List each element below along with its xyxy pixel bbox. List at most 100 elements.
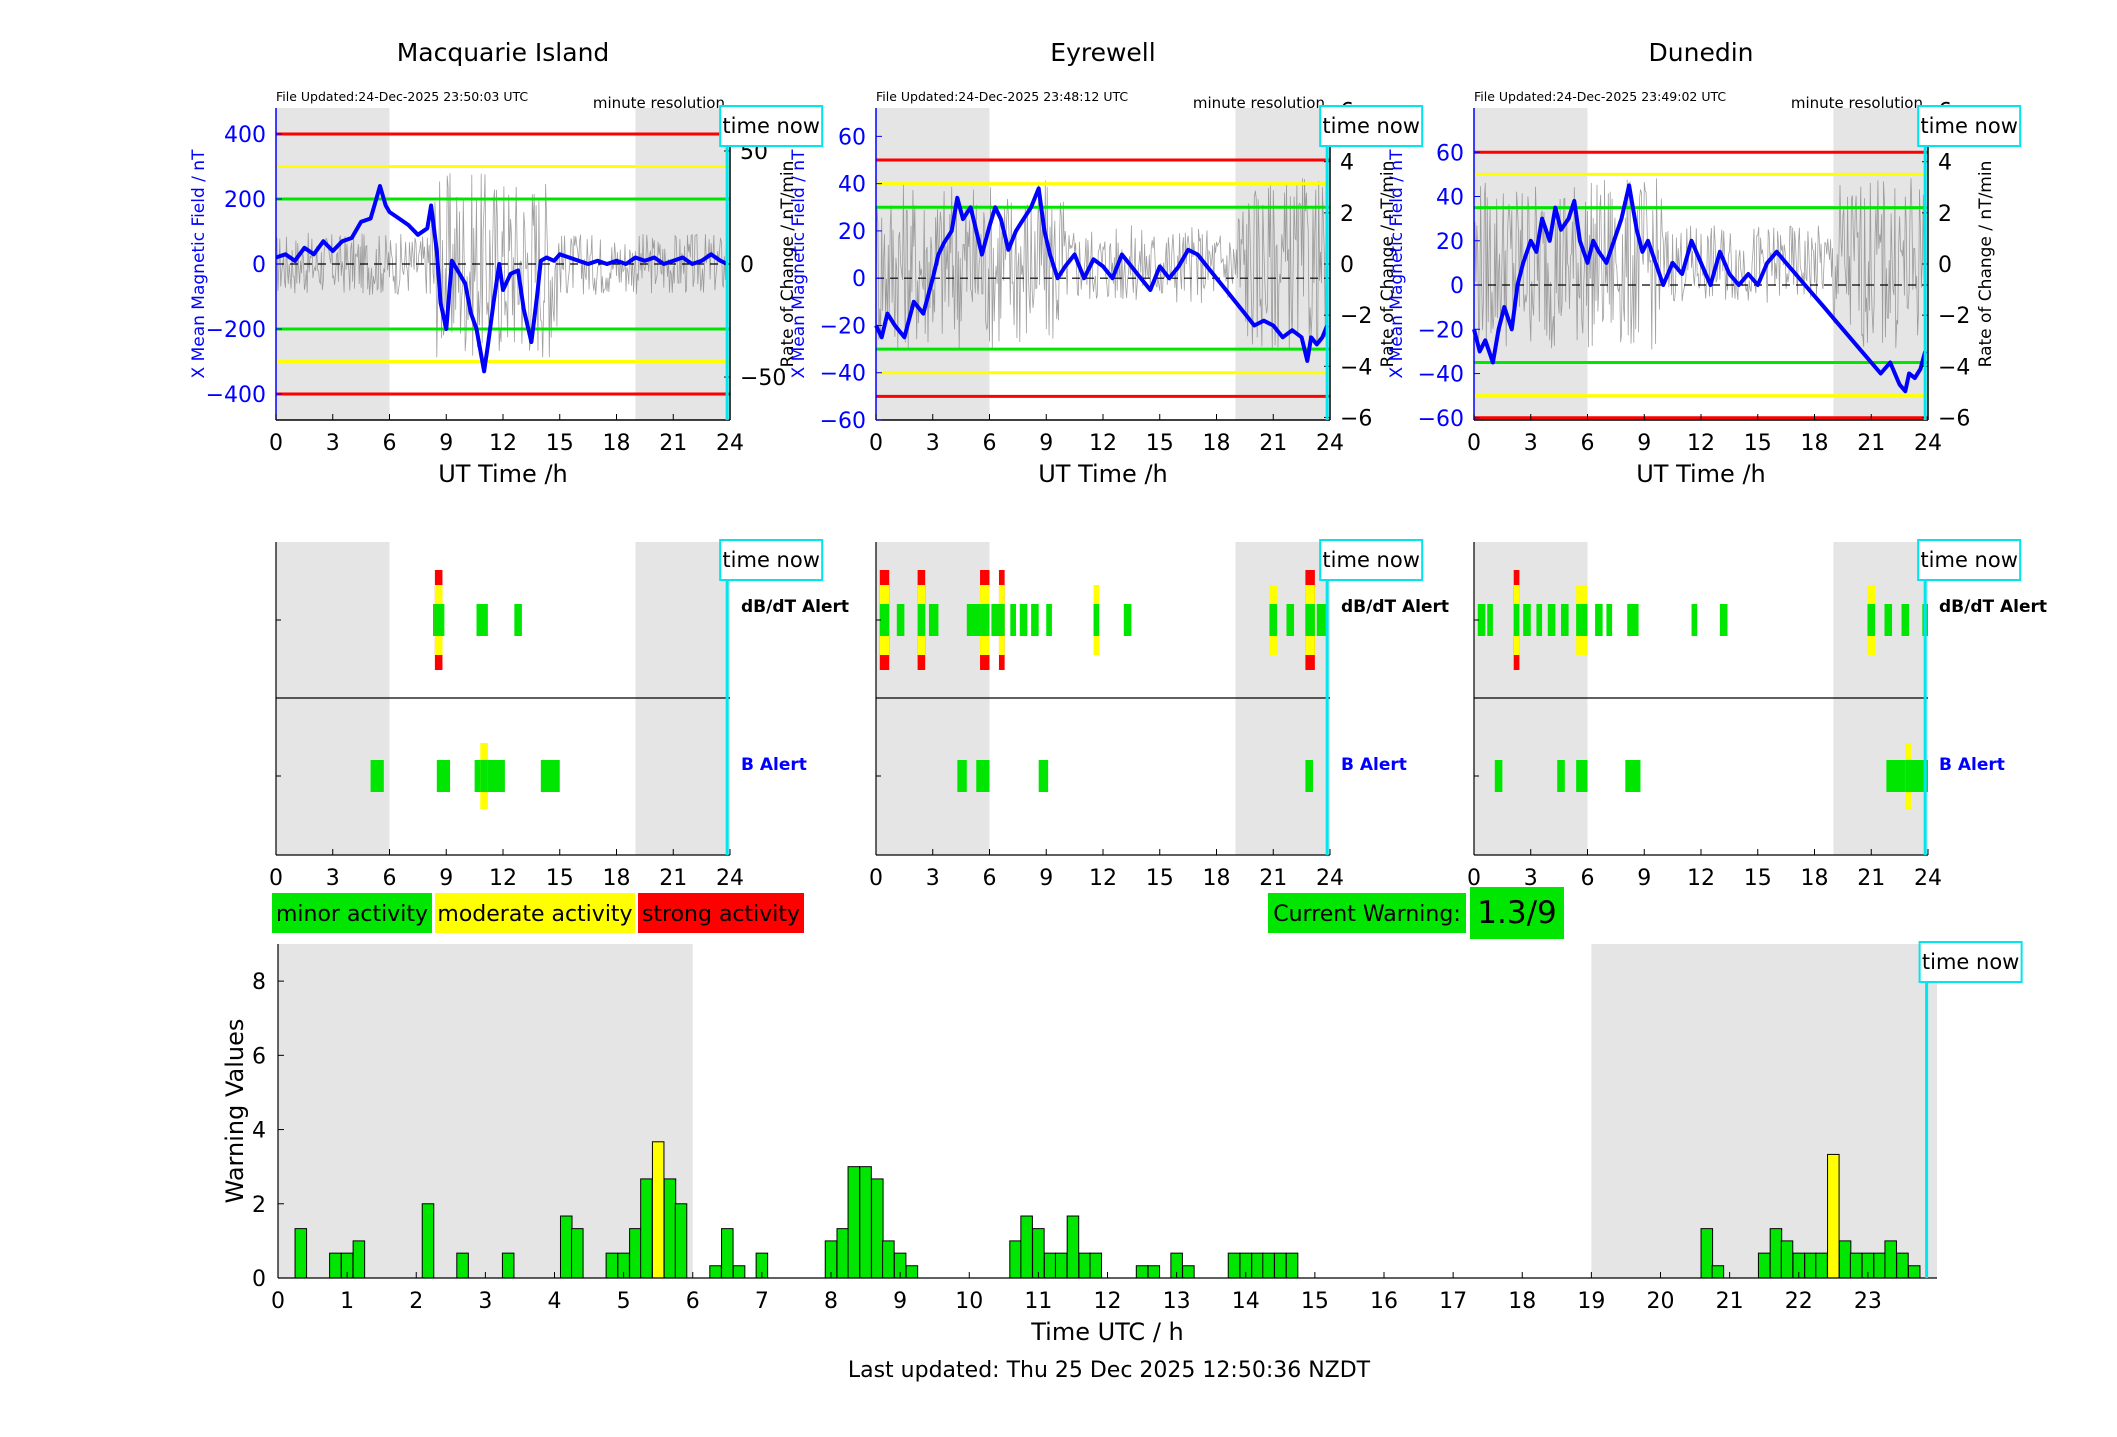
chart-eyrewell-y2-tick-label: 2: [1340, 202, 1354, 227]
alert-panel-2-panel: 0 3 6 9 12 15 18 21 24 dB/dT Alert B Alert time now: [869, 539, 1449, 891]
alert-panel-2-dbdt-alert-minor: [1046, 604, 1052, 636]
alert-panel-1-time-now-label: time now: [722, 548, 819, 572]
alert-panel-3-dbdt-alert-minor: [1576, 604, 1588, 636]
chart-macquarie-island-x-tick-label: 21: [659, 431, 687, 456]
warning-chart-bar: [1849, 1252, 1863, 1279]
alert-panel-3-dbdt-alert-minor: [1477, 604, 1486, 636]
alert-panel-2-dbdt-alert-minor: [1286, 604, 1295, 636]
alert-panel-1-dbdt-alert-minor: [476, 604, 488, 636]
current-warning: Current Warning: 1.3/9: [1268, 887, 1564, 939]
chart-dunedin-x-axis-label: UT Time /h: [1636, 460, 1766, 488]
alert-panel-3-dbdt-alert-minor: [1523, 604, 1531, 636]
warning-chart-bar: [1804, 1252, 1817, 1279]
alert-panel-2-x-tick-label: 12: [1089, 866, 1117, 891]
warning-chart-x-tick-label: 3: [478, 1289, 492, 1314]
alert-panel-1-time-now-box: [719, 539, 824, 581]
alert-panel-3-time-now-box: [1917, 539, 2022, 581]
chart-eyrewell-y2-tick-label: 0: [1340, 253, 1354, 278]
chart-eyrewell-x-tick-label: 18: [1203, 431, 1231, 456]
warning-chart-x-tick-label: 13: [1163, 1289, 1191, 1314]
chart-dunedin-x-tick-label: 15: [1744, 431, 1772, 456]
alert-panel-1-x-tick-label: 18: [603, 866, 631, 891]
chart-macquarie-island-y-axis-label: X Mean Magnetic Field / nT: [189, 149, 209, 379]
warning-chart-x-tick-label: 14: [1232, 1289, 1260, 1314]
alert-panel-1-x-tick-label: 3: [326, 866, 340, 891]
alert-panel-1-x-tick-label: 15: [546, 866, 574, 891]
alert-panel-2-x-tick-label: 9: [1039, 866, 1053, 891]
warning-chart-x-tick-label: 18: [1508, 1289, 1536, 1314]
warning-chart-bar: [1285, 1252, 1299, 1279]
chart-dunedin-x-tick-label: 3: [1524, 431, 1538, 456]
chart-dunedin-x-tick-label: 9: [1637, 431, 1651, 456]
chart-eyrewell-x-tick-label: 9: [1039, 431, 1053, 456]
alert-panel-2-dbdt-alert-minor: [1316, 604, 1327, 636]
alert-panel-2-dbdt-alert-minor: [1031, 604, 1039, 636]
warning-chart-bar: [905, 1265, 919, 1279]
alert-panel-2-dbdt-alert-minor: [928, 604, 939, 636]
chart-dunedin-y2-tick-label: 2: [1938, 202, 1952, 227]
warning-chart-night-shade: [278, 944, 693, 1278]
alert-panel-3-dbdt-alert-minor: [1536, 604, 1543, 636]
warning-chart-time-now-label: time now: [1922, 950, 2019, 974]
warning-chart-bar: [1054, 1252, 1068, 1279]
warning-chart-bar: [456, 1252, 469, 1279]
chart-eyrewell-time-now-label: time now: [1322, 114, 1419, 138]
alert-panel-2-dbdt-alert-minor: [1093, 604, 1100, 636]
warning-chart-bar: [559, 1215, 573, 1279]
alert-panel-3-dbdt-row-label: dB/dT Alert: [1939, 597, 2047, 617]
chart-dunedin-panel: 036912151821246040200−20−40−606420−2−4−6…: [1387, 38, 2022, 488]
warning-chart-bar: [732, 1265, 746, 1279]
chart-eyrewell-y-tick-label: 40: [838, 173, 866, 198]
warning-chart-bar: [1780, 1240, 1794, 1279]
alert-panel-2-dbdt-alert-minor: [966, 604, 981, 636]
warning-chart-x-tick-label: 7: [755, 1289, 769, 1314]
warning-chart-bar: [1227, 1252, 1241, 1279]
chart-macquarie-island-resolution: minute resolution: [593, 94, 725, 112]
chart-dunedin-y2-tick-label: −6: [1938, 406, 1970, 431]
chart-dunedin-x-tick-label: 24: [1914, 431, 1942, 456]
chart-eyrewell-x-tick-label: 21: [1259, 431, 1287, 456]
chart-eyrewell-y2-tick-label: −2: [1340, 304, 1372, 329]
warning-chart-bar: [1078, 1252, 1091, 1279]
warning-chart-x-tick-label: 2: [409, 1289, 423, 1314]
chart-dunedin-y-tick-label: 0: [1450, 274, 1464, 299]
chart-eyrewell-x-tick-label: 0: [869, 431, 883, 456]
chart-dunedin-x-tick-label: 6: [1581, 431, 1595, 456]
warning-chart-bar: [421, 1203, 435, 1279]
warning-chart-bar: [1873, 1252, 1886, 1279]
chart-dunedin-y-axis-label: X Mean Magnetic Field / nT: [1387, 149, 1407, 379]
chart-dunedin-file-updated: File Updated:24-Dec-2025 23:49:02 UTC: [1474, 89, 1726, 104]
chart-eyrewell-resolution: minute resolution: [1193, 94, 1325, 112]
alert-panel-3-b-alert-minor: [1576, 760, 1588, 792]
chart-dunedin-x-tick-label: 21: [1857, 431, 1885, 456]
chart-eyrewell-x-tick-label: 12: [1089, 431, 1117, 456]
warning-chart-bar: [709, 1265, 722, 1279]
warning-chart-bar: [1262, 1252, 1275, 1279]
activity-legend: minor activity moderate activity strong …: [272, 893, 804, 933]
warning-chart-bar: [294, 1228, 308, 1279]
chart-macquarie-island-y-tick-label: 400: [224, 123, 266, 148]
chart-macquarie-island-y-tick-label: −200: [206, 318, 266, 343]
chart-dunedin-x-tick-label: 12: [1687, 431, 1715, 456]
current-warning-value: 1.3/9: [1477, 895, 1556, 931]
warning-chart-x-tick-label: 0: [271, 1289, 285, 1314]
alert-panel-2-b-alert-minor: [1305, 760, 1313, 792]
warning-chart-x-tick-label: 20: [1647, 1289, 1675, 1314]
alert-panel-3-dbdt-alert-minor: [1719, 604, 1728, 636]
alert-panel-3-b-alert-minor: [1557, 760, 1565, 792]
warning-chart-bar: [1043, 1252, 1057, 1279]
alert-panel-1-b-alert-minor: [540, 760, 560, 792]
warning-chart-bar: [1135, 1265, 1149, 1279]
alert-panel-3-dbdt-alert-minor: [1595, 604, 1603, 636]
alert-panel-2-x-tick-label: 24: [1316, 866, 1344, 891]
chart-eyrewell-panel: 036912151821246040200−20−40−606420−2−4−6…: [789, 38, 1424, 488]
current-warning-label-box: [1268, 893, 1466, 933]
alert-panel-2-dbdt-alert-minor: [998, 604, 1005, 636]
alert-panel-1-dbdt-alert-minor: [514, 604, 522, 636]
alert-panel-2-dbdt-alert-minor: [879, 604, 890, 636]
alert-panel-1-x-tick-label: 24: [716, 866, 744, 891]
alert-panel-1-x-tick-label: 9: [439, 866, 453, 891]
chart-macquarie-island-time-now-label: time now: [722, 114, 819, 138]
chart-dunedin-time-now-label: time now: [1920, 114, 2017, 138]
warning-chart-y-tick-label: 8: [252, 970, 266, 995]
